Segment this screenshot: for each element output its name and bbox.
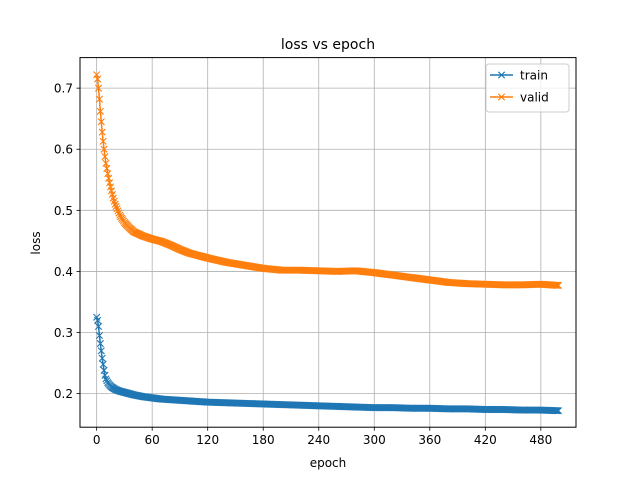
data-point-train [96, 339, 104, 348]
data-point-valid [113, 205, 121, 213]
y-tick-label: 0.3 [54, 326, 73, 340]
chart-title: loss vs epoch [281, 37, 375, 53]
data-point-valid [94, 84, 103, 92]
y-axis-label: loss [29, 231, 43, 254]
data-point-valid [101, 152, 109, 161]
y-tick-label: 0.4 [54, 265, 73, 279]
legend-label-valid: valid [520, 91, 549, 105]
data-point-valid [97, 118, 105, 126]
axes-frame [79, 57, 577, 428]
data-point-valid [111, 200, 119, 208]
x-tick-label: 240 [307, 433, 330, 447]
data-point-valid [98, 128, 106, 136]
data-point-train [98, 354, 106, 362]
series-valid [93, 71, 563, 290]
legend-box [485, 63, 570, 113]
x-tick-label: 300 [363, 433, 386, 447]
data-point-train [553, 407, 562, 415]
y-tick-label: 0.5 [54, 204, 73, 218]
x-tick-label: 420 [474, 433, 497, 447]
data-point-train [94, 322, 103, 330]
legend-label-train: train [520, 69, 548, 83]
data-point-valid [552, 281, 560, 289]
x-tick-label: 60 [145, 433, 160, 447]
data-point-train [552, 407, 561, 415]
data-point-valid [112, 202, 120, 211]
data-point-train [552, 407, 560, 415]
legend: train valid [485, 63, 570, 113]
data-point-valid [95, 95, 104, 103]
x-tick-label: 480 [529, 433, 552, 447]
data-point-valid [96, 107, 104, 115]
data-point-valid [115, 209, 123, 217]
x-tick-label: 120 [196, 433, 219, 447]
y-tick-label: 0.6 [54, 143, 73, 157]
data-point-valid [100, 145, 108, 153]
y-tick-label: 0.2 [54, 387, 73, 401]
data-point-valid [93, 75, 102, 83]
series-layer [93, 71, 563, 415]
data-point-train [554, 407, 563, 415]
data-point-train [97, 347, 105, 355]
x-tick-label: 360 [418, 433, 441, 447]
x-axis-label: epoch [310, 456, 347, 470]
data-point-train [102, 375, 110, 383]
data-point-valid [114, 207, 122, 215]
data-point-valid [553, 281, 562, 289]
legend-marker-train [497, 71, 506, 79]
ticks: 0 60 120 180 240 300 360 420 480 0.2 0.3 0.4 0.5 0.6 0… [54, 82, 552, 448]
y-tick-label: 0.7 [54, 82, 73, 96]
data-point-train [95, 331, 104, 340]
legend-marker-valid [497, 93, 506, 101]
data-point-valid [99, 137, 107, 145]
data-point-valid [93, 71, 101, 79]
data-point-valid [552, 281, 561, 289]
data-point-train [93, 316, 102, 324]
x-tick-label: 180 [252, 433, 275, 447]
data-point-valid [554, 281, 563, 290]
series-train [93, 313, 563, 415]
grid [80, 57, 576, 428]
data-point-train [99, 360, 107, 368]
x-tick-label: 0 [93, 433, 101, 447]
